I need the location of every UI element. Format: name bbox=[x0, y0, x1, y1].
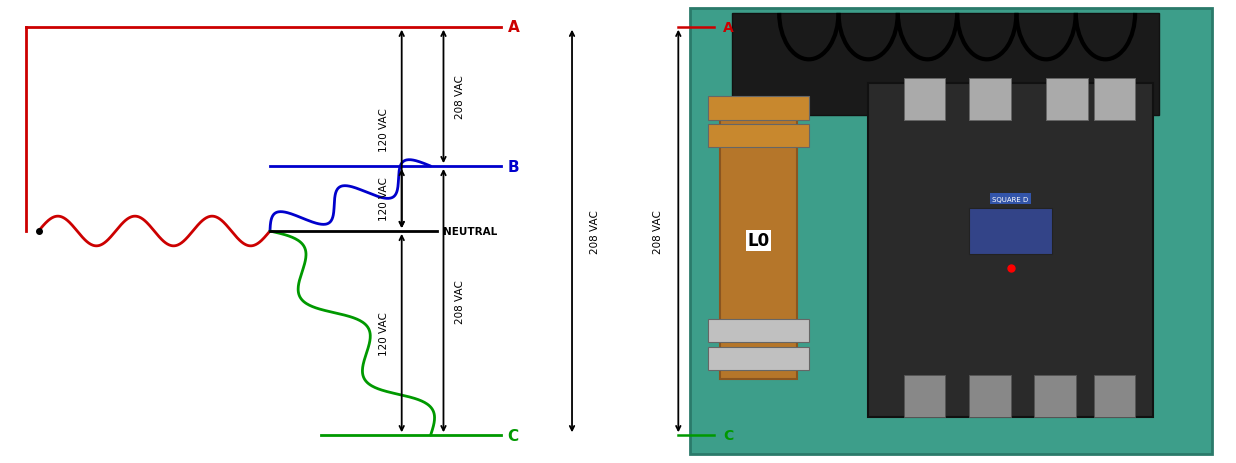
Text: 208 VAC: 208 VAC bbox=[590, 210, 599, 253]
Bar bbox=[708, 347, 808, 370]
Bar bbox=[1094, 79, 1135, 120]
Bar bbox=[708, 319, 808, 343]
Bar bbox=[1046, 79, 1088, 120]
Text: 120 VAC: 120 VAC bbox=[378, 108, 388, 151]
Bar bbox=[904, 375, 946, 417]
Text: 208 VAC: 208 VAC bbox=[455, 75, 465, 119]
Bar bbox=[719, 111, 797, 380]
Text: A: A bbox=[508, 20, 519, 35]
Bar bbox=[904, 79, 946, 120]
Bar bbox=[708, 125, 808, 148]
Bar bbox=[1035, 375, 1075, 417]
Text: C: C bbox=[508, 428, 519, 443]
Text: NEUTRAL: NEUTRAL bbox=[444, 226, 498, 237]
Bar bbox=[1094, 375, 1135, 417]
Bar bbox=[732, 14, 1159, 116]
Text: 208 VAC: 208 VAC bbox=[455, 279, 465, 323]
Text: C: C bbox=[723, 428, 733, 442]
Text: B: B bbox=[508, 159, 519, 174]
Bar bbox=[690, 9, 1213, 454]
Bar bbox=[969, 208, 1052, 255]
Text: A: A bbox=[723, 21, 733, 35]
Text: 208 VAC: 208 VAC bbox=[653, 210, 662, 253]
Bar bbox=[969, 375, 1011, 417]
Text: SQUARE D: SQUARE D bbox=[993, 196, 1028, 202]
Bar bbox=[868, 83, 1153, 417]
Bar bbox=[708, 97, 808, 120]
Text: L0: L0 bbox=[748, 232, 770, 250]
Text: 120 VAC: 120 VAC bbox=[378, 177, 388, 221]
Text: 120 VAC: 120 VAC bbox=[378, 312, 388, 355]
Bar bbox=[969, 79, 1011, 120]
